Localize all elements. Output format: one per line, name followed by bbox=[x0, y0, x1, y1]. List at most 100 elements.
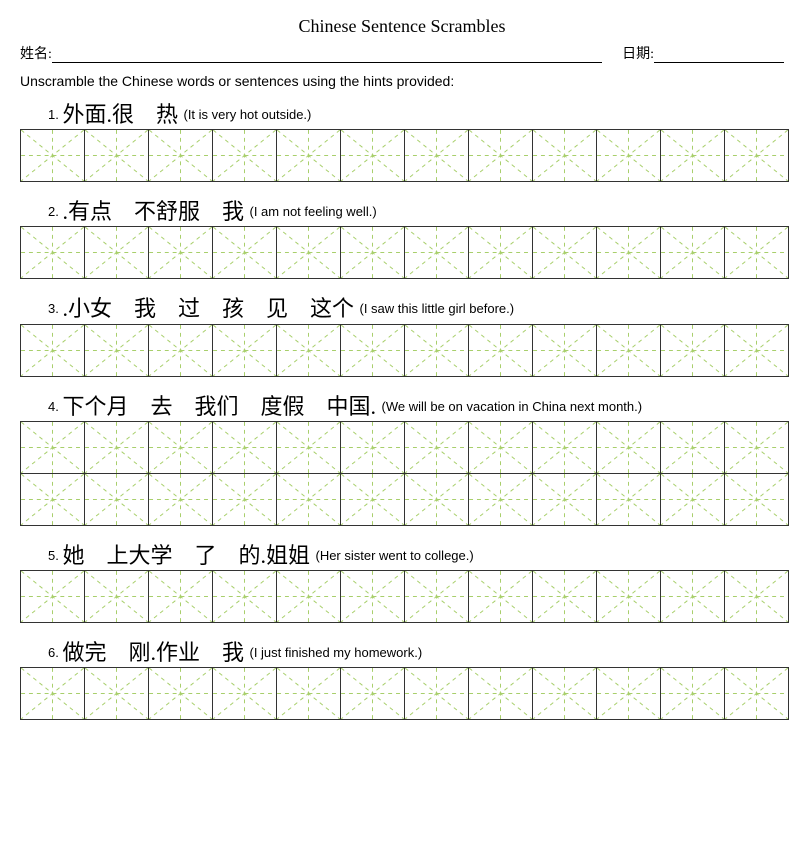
question-chinese: 她 上大学 了 的.姐姐 bbox=[62, 543, 315, 568]
writing-cell[interactable] bbox=[21, 130, 85, 182]
writing-cell[interactable] bbox=[277, 474, 341, 526]
writing-cell[interactable] bbox=[85, 325, 149, 377]
writing-cell[interactable] bbox=[405, 668, 469, 720]
question-prompt: 3. .小女 我 过 孩 见 这个 (I saw this little gir… bbox=[48, 297, 784, 321]
writing-cell[interactable] bbox=[661, 668, 725, 720]
writing-cell[interactable] bbox=[277, 325, 341, 377]
writing-cell[interactable] bbox=[533, 422, 597, 474]
writing-cell[interactable] bbox=[213, 422, 277, 474]
writing-cell[interactable] bbox=[661, 422, 725, 474]
writing-cell[interactable] bbox=[533, 227, 597, 279]
writing-cell[interactable] bbox=[469, 325, 533, 377]
writing-cell[interactable] bbox=[405, 227, 469, 279]
writing-cell[interactable] bbox=[469, 422, 533, 474]
writing-cell[interactable] bbox=[149, 474, 213, 526]
writing-grid bbox=[20, 667, 789, 720]
writing-cell[interactable] bbox=[661, 571, 725, 623]
writing-cell[interactable] bbox=[85, 227, 149, 279]
writing-cell[interactable] bbox=[149, 325, 213, 377]
writing-cell[interactable] bbox=[277, 227, 341, 279]
writing-cell[interactable] bbox=[149, 668, 213, 720]
writing-cell[interactable] bbox=[341, 325, 405, 377]
writing-cell[interactable] bbox=[469, 571, 533, 623]
writing-cell[interactable] bbox=[21, 227, 85, 279]
writing-cell[interactable] bbox=[341, 474, 405, 526]
writing-cell[interactable] bbox=[725, 422, 789, 474]
writing-cell[interactable] bbox=[213, 474, 277, 526]
writing-grid bbox=[20, 129, 789, 182]
writing-cell[interactable] bbox=[661, 325, 725, 377]
writing-cell[interactable] bbox=[533, 474, 597, 526]
writing-cell[interactable] bbox=[405, 474, 469, 526]
writing-cell[interactable] bbox=[405, 422, 469, 474]
question: 5. 她 上大学 了 的.姐姐 (Her sister went to coll… bbox=[20, 544, 784, 623]
writing-cell[interactable] bbox=[277, 130, 341, 182]
writing-cell[interactable] bbox=[597, 325, 661, 377]
writing-cell[interactable] bbox=[341, 571, 405, 623]
writing-cell[interactable] bbox=[597, 130, 661, 182]
writing-cell[interactable] bbox=[533, 571, 597, 623]
writing-cell[interactable] bbox=[725, 668, 789, 720]
writing-cell[interactable] bbox=[277, 668, 341, 720]
question-chinese: 外面.很 热 bbox=[62, 102, 183, 127]
writing-cell[interactable] bbox=[341, 227, 405, 279]
date-input-line[interactable] bbox=[654, 48, 784, 63]
writing-cell[interactable] bbox=[725, 227, 789, 279]
writing-cell[interactable] bbox=[149, 571, 213, 623]
page-title: Chinese Sentence Scrambles bbox=[20, 16, 784, 37]
writing-cell[interactable] bbox=[725, 474, 789, 526]
writing-cell[interactable] bbox=[725, 325, 789, 377]
writing-cell[interactable] bbox=[725, 571, 789, 623]
writing-cell[interactable] bbox=[213, 130, 277, 182]
question-hint: (I just finished my homework.) bbox=[249, 645, 422, 660]
writing-cell[interactable] bbox=[597, 668, 661, 720]
writing-cell[interactable] bbox=[661, 227, 725, 279]
question-hint: (I saw this little girl before.) bbox=[359, 301, 514, 316]
writing-cell[interactable] bbox=[405, 571, 469, 623]
writing-cell[interactable] bbox=[85, 422, 149, 474]
writing-cell[interactable] bbox=[21, 474, 85, 526]
question-number: 6. bbox=[48, 645, 62, 660]
writing-cell[interactable] bbox=[341, 130, 405, 182]
writing-cell[interactable] bbox=[213, 571, 277, 623]
writing-cell[interactable] bbox=[149, 227, 213, 279]
writing-cell[interactable] bbox=[597, 422, 661, 474]
writing-cell[interactable] bbox=[85, 668, 149, 720]
writing-cell[interactable] bbox=[533, 668, 597, 720]
question-number: 4. bbox=[48, 399, 62, 414]
writing-cell[interactable] bbox=[149, 130, 213, 182]
question-number: 5. bbox=[48, 548, 62, 563]
writing-cell[interactable] bbox=[661, 130, 725, 182]
writing-cell[interactable] bbox=[533, 130, 597, 182]
writing-cell[interactable] bbox=[21, 422, 85, 474]
writing-cell[interactable] bbox=[341, 422, 405, 474]
writing-cell[interactable] bbox=[597, 474, 661, 526]
writing-cell[interactable] bbox=[469, 668, 533, 720]
writing-cell[interactable] bbox=[597, 227, 661, 279]
question: 1. 外面.很 热 (It is very hot outside.) bbox=[20, 103, 784, 182]
writing-cell[interactable] bbox=[21, 571, 85, 623]
writing-cell[interactable] bbox=[21, 325, 85, 377]
writing-cell[interactable] bbox=[85, 130, 149, 182]
writing-cell[interactable] bbox=[213, 227, 277, 279]
writing-cell[interactable] bbox=[85, 474, 149, 526]
writing-cell[interactable] bbox=[405, 325, 469, 377]
writing-cell[interactable] bbox=[661, 474, 725, 526]
writing-cell[interactable] bbox=[725, 130, 789, 182]
writing-cell[interactable] bbox=[469, 227, 533, 279]
writing-cell[interactable] bbox=[213, 668, 277, 720]
writing-cell[interactable] bbox=[341, 668, 405, 720]
name-input-line[interactable] bbox=[52, 48, 602, 63]
writing-cell[interactable] bbox=[597, 571, 661, 623]
writing-cell[interactable] bbox=[405, 130, 469, 182]
writing-cell[interactable] bbox=[85, 571, 149, 623]
writing-cell[interactable] bbox=[149, 422, 213, 474]
writing-cell[interactable] bbox=[21, 668, 85, 720]
writing-grid bbox=[20, 421, 789, 526]
writing-cell[interactable] bbox=[213, 325, 277, 377]
writing-cell[interactable] bbox=[533, 325, 597, 377]
writing-cell[interactable] bbox=[469, 130, 533, 182]
writing-cell[interactable] bbox=[277, 571, 341, 623]
writing-cell[interactable] bbox=[277, 422, 341, 474]
writing-cell[interactable] bbox=[469, 474, 533, 526]
